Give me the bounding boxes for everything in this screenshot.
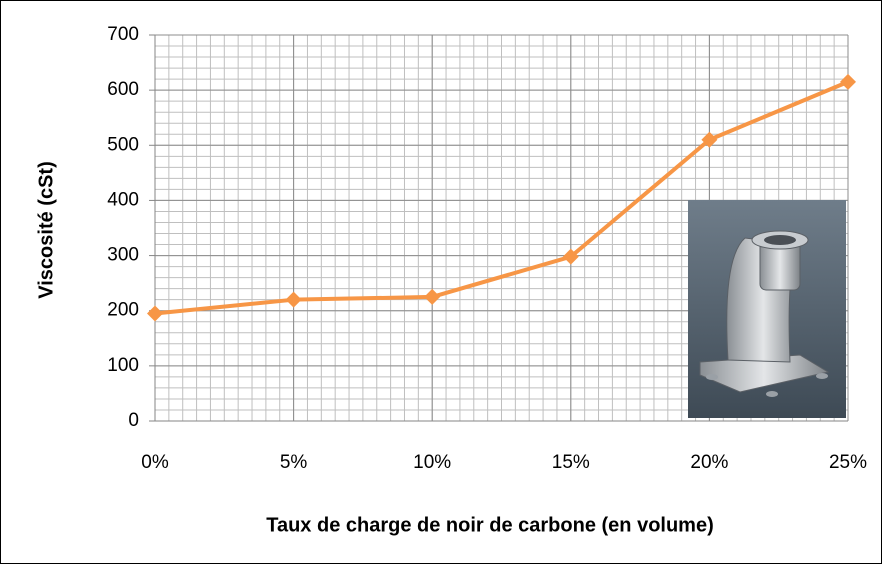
x-axis-title: Taux de charge de noir de carbone (en vo…	[266, 514, 714, 536]
plot	[147, 73, 856, 322]
y-tick-label: 200	[107, 300, 139, 321]
line	[154, 80, 849, 316]
y-tick-label: 0	[128, 410, 139, 431]
x-tick-label: 0%	[141, 452, 169, 473]
y-tick-label: 500	[107, 134, 139, 155]
x-tick-label: 20%	[690, 452, 728, 473]
inset-photo	[688, 200, 846, 418]
y-tick-label: 300	[107, 245, 139, 266]
x-tick-label: 15%	[552, 452, 590, 473]
x-tick-label: 10%	[413, 452, 451, 473]
x-tick-label: 5%	[280, 452, 308, 473]
marker	[285, 291, 302, 308]
marker	[424, 288, 441, 305]
y-tick-label: 400	[107, 189, 139, 210]
y-tick-label: 100	[107, 355, 139, 376]
marker	[147, 305, 163, 322]
marker	[840, 73, 856, 90]
marker	[562, 248, 579, 265]
x-tick-label: 25%	[829, 452, 867, 473]
marker	[701, 131, 718, 148]
y-axis-title: Viscosité (cSt)	[35, 161, 57, 298]
y-tick-label: 700	[107, 24, 139, 45]
y-tick-label: 600	[107, 79, 139, 100]
